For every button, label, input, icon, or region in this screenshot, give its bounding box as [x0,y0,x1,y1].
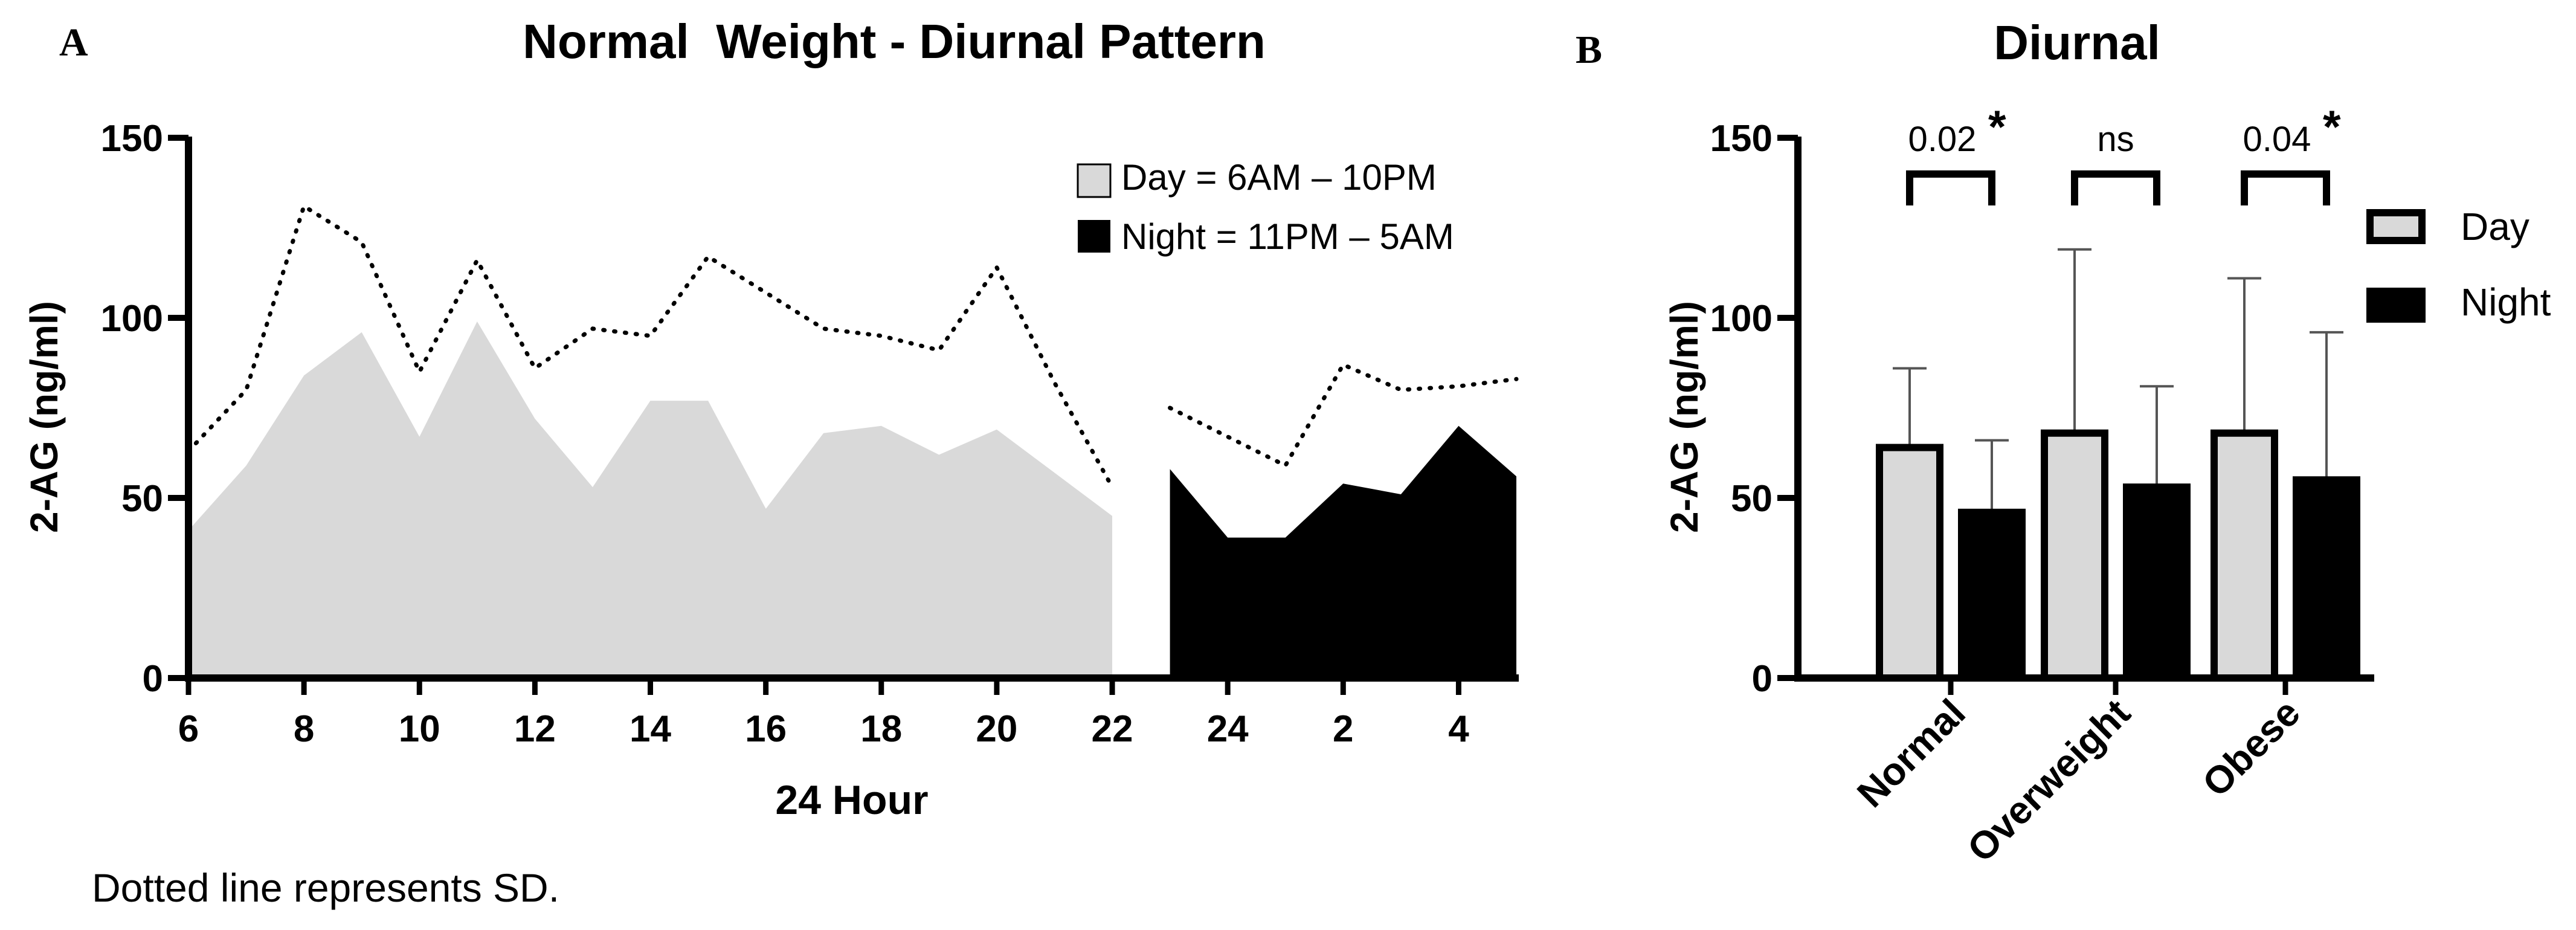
bar-day-normal [1876,444,1943,682]
y-tick-label-b: 0 [1752,658,1773,700]
legend-label-day-b: Day [2461,205,2529,248]
y-tick-label-b: 150 [1710,118,1773,160]
legend-swatch-night-b [2366,288,2426,323]
chart-b-title: Diurnal [1994,16,2160,69]
x-tick-label: 22 [1092,708,1133,750]
chart-a-xlabel: 24 Hour [775,777,928,823]
x-tick-label: 2 [1333,708,1353,750]
y-tick-label: 150 [101,118,163,160]
legend-swatch-day-b [2366,209,2426,244]
area-day [188,321,1113,678]
panel-b-letter: B [1576,28,1602,72]
legend-label-night-b: Night [2461,280,2551,324]
significance-bracket [2071,170,2160,205]
significance-star: * [2323,102,2341,153]
significance-star: * [1988,102,2006,153]
chart-b-ylabel: 2-AG (ng/ml) [1663,301,1706,533]
category-label: Obese [2194,691,2308,805]
category-label: Normal [1849,691,1974,816]
sd-line-night [1168,362,1519,469]
panel-a-area-chart: Normal Weight - Diurnal Pattern 0 50 100 15… [22,15,1519,823]
bar-day-overweight [2041,429,2108,682]
y-tick-label-b: 50 [1731,478,1773,520]
x-tick-label: 6 [178,708,199,750]
y-tick-label: 0 [143,658,163,700]
x-tick-label: 10 [399,708,440,750]
x-tick-label: 14 [630,708,671,750]
chart-a-ylabel: 2-AG (ng/ml) [22,301,66,533]
p-value-label: 0.04 [2243,120,2311,159]
chart-a-legend: Day = 6AM – 10PM Night = 11PM – 5AM [1077,157,1454,257]
y-tick-label: 100 [101,298,163,340]
bar-day-obese [2211,429,2278,682]
p-value-label: ns [2097,120,2134,159]
chart-b-legend: Day Night [2366,205,2551,324]
p-value-label: 0.02 [1908,120,1977,159]
significance-bracket [2241,170,2330,205]
y-tick-label-b: 100 [1710,298,1773,340]
chart-a-title: Normal Weight - Diurnal Pattern [523,15,1266,68]
x-tick-label: 12 [514,708,556,750]
area-night [1170,425,1516,678]
footnote: Dotted line represents SD. [92,865,559,910]
chart-a-sd-lines [186,202,1519,489]
chart-a-areas [188,321,1516,678]
x-tick-label: 20 [976,708,1017,750]
x-tick-label: 8 [294,708,314,750]
category-label: Overweight [1959,691,2139,870]
legend-label-night: Night = 11PM – 5AM [1121,216,1454,257]
bar-night-overweight [2123,483,2191,678]
significance-bracket [1906,170,1995,205]
chart-b-error-bars [1893,248,2343,512]
legend-swatch-day [1077,163,1112,198]
x-tick-label: 18 [860,708,902,750]
chart-b-bars [1876,429,2360,682]
bar-night-normal [1958,508,2026,678]
legend-swatch-night [1078,220,1110,253]
x-tick-label: 4 [1448,708,1469,750]
bar-night-obese [2293,476,2360,678]
x-tick-label: 16 [745,708,787,750]
panel-a-letter: A [59,21,88,65]
legend-label-day: Day = 6AM – 10PM [1121,157,1437,198]
chart-b-annotations: 0.02 * ns 0.04 * [1906,102,2341,205]
x-tick-label: 24 [1207,708,1249,750]
y-tick-label: 50 [121,478,163,520]
